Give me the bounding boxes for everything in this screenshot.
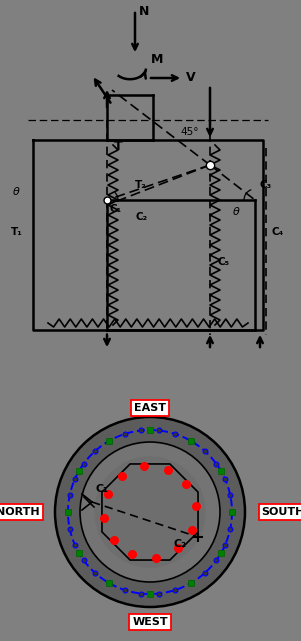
Text: T: T [114, 140, 123, 153]
Text: N: N [139, 5, 149, 18]
Text: SOUTH: SOUTH [261, 507, 301, 517]
Text: C₁: C₁ [110, 204, 122, 214]
Text: C₃: C₃ [260, 180, 272, 190]
Text: θ: θ [233, 207, 240, 217]
Text: V: V [186, 71, 196, 84]
Circle shape [55, 417, 245, 607]
Text: C₂: C₂ [173, 539, 186, 549]
Text: WEST: WEST [132, 617, 168, 627]
Text: C₁: C₁ [95, 484, 108, 494]
Text: T₂: T₂ [135, 180, 147, 190]
Text: EAST: EAST [134, 403, 166, 413]
Text: T₁: T₁ [11, 227, 23, 237]
Text: C₂: C₂ [135, 212, 147, 222]
Circle shape [80, 442, 220, 582]
Circle shape [95, 457, 205, 567]
Text: M: M [151, 53, 163, 66]
Text: 45°: 45° [180, 127, 198, 137]
Text: NORTH: NORTH [0, 507, 40, 517]
Text: C₅: C₅ [218, 257, 230, 267]
Text: C₄: C₄ [271, 227, 283, 237]
Text: θ: θ [13, 187, 20, 197]
